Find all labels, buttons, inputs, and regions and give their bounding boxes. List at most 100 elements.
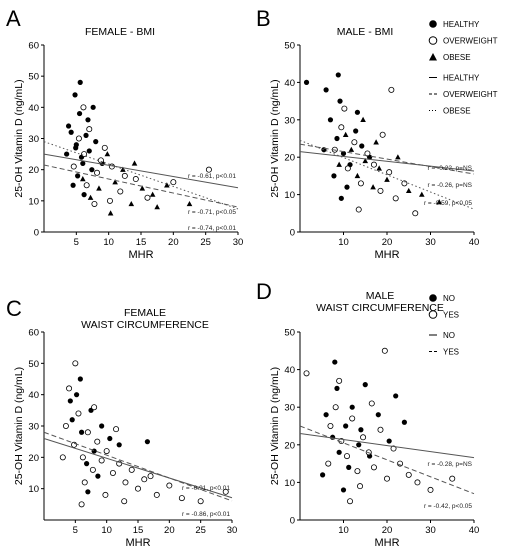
r-annotation: r = -0.71, p<0.05 [188,209,236,216]
x-tick-label: 20 [164,525,175,536]
y-tick-label: 10 [284,190,295,201]
x-axis-label: MHR [128,249,153,261]
point-healthy [338,195,344,201]
point-no [346,464,352,470]
point-obese [342,131,349,137]
x-tick-label: 20 [382,237,393,248]
fit-line-overweight [43,164,239,208]
point-yes [103,448,110,455]
point-overweight [341,105,348,112]
point-overweight [205,166,212,173]
point-yes [153,491,160,498]
point-healthy [86,148,92,154]
y-tick-label: 50 [28,72,39,83]
x-tick-label: 5 [73,525,78,536]
point-healthy [331,173,337,179]
r-annotation: r = -0.91, p<0.01 [182,485,230,492]
point-overweight [170,179,177,186]
panel-title-line: FEMALE - BMI [85,26,155,38]
point-overweight [357,180,364,187]
point-no [323,412,329,418]
point-healthy [327,117,334,123]
point-overweight [386,169,393,176]
point-no [99,423,105,429]
point-overweight [117,188,124,195]
y-tick-label: 10 [28,484,39,495]
panel-title-line: MALE [366,290,395,302]
point-obese [419,191,425,197]
point-no [73,392,80,398]
point-healthy [65,123,72,129]
fit-line-healthy [299,151,475,172]
point-yes [71,441,78,448]
point-yes [79,454,86,461]
point-no [349,404,355,410]
point-obese [395,154,401,160]
point-healthy [353,128,359,134]
point-overweight [80,104,87,111]
point-healthy [354,109,361,115]
point-obese [128,200,135,207]
legend-marker [429,53,437,61]
point-yes [414,479,421,486]
point-healthy [334,135,340,142]
y-tick-label: 40 [284,78,295,89]
point-no [362,382,368,388]
y-tick-label: 50 [28,359,39,370]
y-axis-label: 25-OH Vitamin D (ng/mL) [269,367,281,485]
point-yes [66,385,73,392]
point-obese [354,172,361,179]
y-tick-label: 50 [284,328,295,339]
point-obese [164,182,170,188]
point-obese [131,160,138,166]
point-overweight [106,197,113,204]
legend-marker [429,294,437,302]
point-no [85,489,91,495]
x-tick-label: 30 [425,237,436,248]
point-overweight [377,187,384,194]
point-overweight [75,135,82,142]
x-tick-label: 10 [338,237,349,248]
point-yes [303,370,310,377]
point-obese [348,146,355,152]
point-no [67,398,73,404]
point-no [116,442,122,448]
panel-title-line: FEMALE [124,307,166,319]
legend-label: YES [443,311,459,320]
r-annotation: r = -0.28, p=NS [428,461,473,468]
point-obese [376,165,382,171]
y-tick-label: 30 [284,403,295,414]
point-yes [178,495,185,502]
r-annotation: r = -0.74, p<0.01 [188,225,236,232]
point-healthy [359,143,365,149]
point-no [343,423,349,429]
point-yes [78,501,85,508]
x-axis-label: MHR [374,249,399,261]
legend-label: YES [443,348,459,357]
point-yes [325,460,332,467]
panel-title: FEMALE WAIST CIRCUMFERENCE [81,307,209,331]
y-tick-label: 20 [284,440,295,451]
panel-b: B MALE - BMI 10 20 30 40 0 10 20 30 40 50 MHR 25-OH V… [256,6,498,261]
point-yes [347,498,354,505]
x-tick-label: 40 [469,237,480,248]
fit-line-no [299,433,475,459]
point-healthy [80,160,86,167]
point-overweight [401,180,408,187]
point-overweight [338,124,345,131]
point-yes [109,469,116,476]
point-healthy [81,192,87,198]
point-yes [84,429,91,436]
y-tick-label: 20 [284,153,295,164]
legend: NO YES NO YES [428,294,459,357]
point-healthy [68,129,74,135]
x-tick-label: 10 [103,237,114,248]
panel-letter: A [6,6,21,31]
point-no [358,427,364,433]
x-tick-label: 10 [338,525,349,536]
x-tick-label: 25 [195,525,206,536]
point-yes [332,404,339,411]
point-healthy [72,92,78,98]
